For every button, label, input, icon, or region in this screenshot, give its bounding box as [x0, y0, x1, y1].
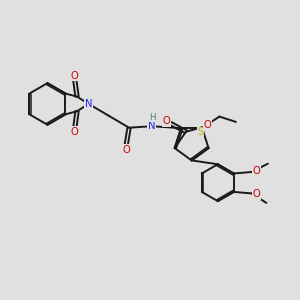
Text: O: O: [252, 167, 260, 176]
Text: H: H: [150, 113, 156, 122]
Text: O: O: [204, 120, 212, 130]
Text: S: S: [197, 127, 204, 137]
Text: O: O: [163, 116, 170, 126]
Text: O: O: [71, 127, 79, 137]
Text: O: O: [122, 145, 130, 155]
Text: O: O: [71, 71, 79, 81]
Text: N: N: [85, 99, 92, 109]
Text: O: O: [252, 189, 260, 199]
Text: N: N: [148, 121, 155, 131]
